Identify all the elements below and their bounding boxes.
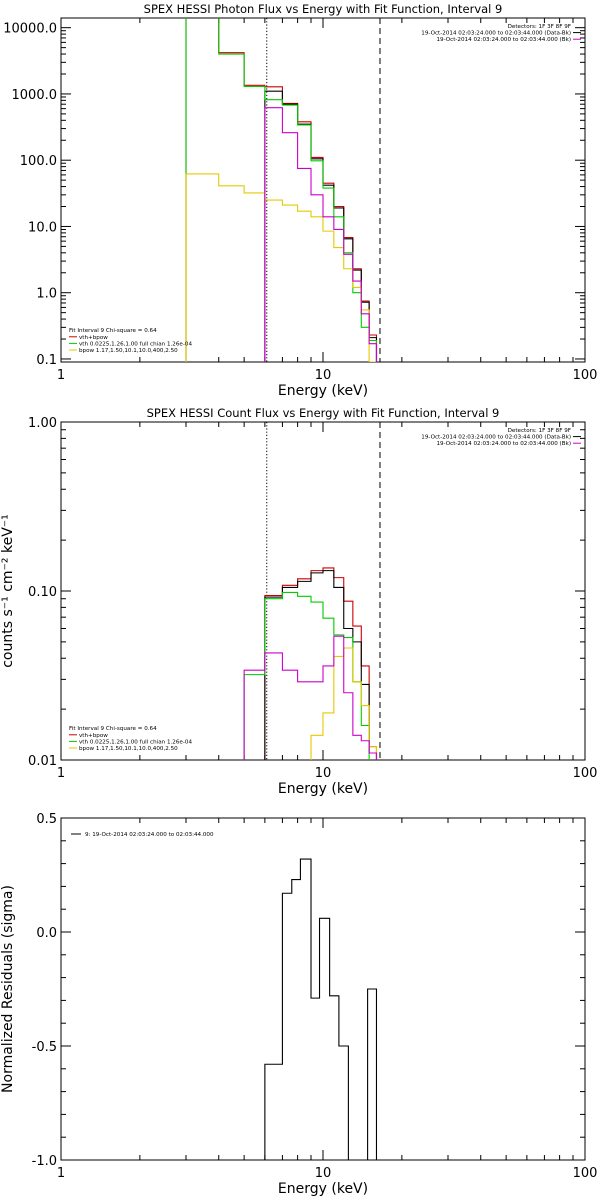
series-1-histogram [264,90,378,362]
chart-title: SPEX HESSI Photon Flux vs Energy with Fi… [144,2,503,16]
y-tick-label: 1.0 [36,287,57,302]
plot-frame [60,421,586,761]
series-1-histogram [264,570,378,760]
x-tick-label: 100 [573,1166,598,1181]
residuals-panel: 1 10 100 Energy (keV) 0.5 0.0 -0.5 -1.0 Normaliz… [0,812,597,1197]
y-tick-label: 10.0 [28,220,57,235]
series-2-histogram [243,591,370,760]
x-tick-label: 100 [573,368,598,383]
x-axis-label: Energy (keV) [278,1181,368,1197]
series-0-histogram [264,858,378,1160]
legend-top-left-label: 9: 19-Oct-2014 02:03:24.000 to 02:03:44.… [85,832,214,838]
y-tick-label: 100.0 [20,154,57,169]
legend-bottom-left-label: bpow 1.17,1.50,10.1,10.0,400,2.50 [79,746,178,752]
series-layer [264,858,378,1160]
legend-bottom-left-label: Fit Interval 9 Chi-square = 0.64 [69,328,157,334]
y-tick-label: 0.0 [36,926,57,941]
series-3-histogram [310,647,378,760]
series-2-histogram [185,18,378,362]
series-0-histogram [264,567,378,760]
legend-top-right-label: Detectors: 1F 3F 8F 9F [508,24,571,30]
y-tick-label: -1.0 [32,1154,57,1169]
photon-flux-panel: SPEX HESSI Photon Flux vs Energy with Fi… [3,2,597,399]
legend-bottom-left-label: vth 0.0225,1.26,1.00 full chian 1.26e-04 [79,739,192,745]
legend-top-right-label: Detectors: 1F 3F 8F 9F [508,428,571,434]
x-tick-label: 1 [57,766,65,781]
legend-top-right-label: 19-Oct-2014 02:03:24.000 to 02:03:44.000… [436,441,571,447]
y-axis-label: Normalized Residuals (sigma) [0,885,16,1093]
legend-bottom-left-label: Fit Interval 9 Chi-square = 0.64 [69,726,157,732]
y-axis-label: counts s⁻¹ cm⁻² keV⁻¹ [0,514,16,668]
y-tick-label: 0.5 [36,812,57,827]
legend-bottom-left-label: vth+bpow [79,733,108,739]
legend-top-right-label: 19-Oct-2014 02:03:24.000 to 02:03:44.000… [421,435,571,441]
y-tick-label: 10000.0 [3,22,57,37]
legend-top-right-label: 19-Oct-2014 02:03:24.000 to 02:03:44.000… [436,37,571,43]
series-layer [243,422,381,760]
series-4-histogram [243,635,378,760]
plot-frame [60,17,586,363]
x-axis-label: Energy (keV) [278,383,368,399]
legend-bottom-left-label: vth+bpow [79,335,108,341]
y-tick-label: 0.10 [28,585,57,600]
series-3-histogram [185,173,378,362]
legend-bottom-left-label: vth 0.0225,1.26,1.00 full chian 1.26e-04 [79,341,192,347]
x-tick-label: 100 [573,766,598,781]
count-flux-panel: SPEX HESSI Count Flux vs Energy with Fit… [0,406,597,797]
y-tick-label: -0.5 [32,1040,57,1055]
x-tick-label: 10 [315,1166,332,1181]
plot-frame [60,817,586,1161]
series-0-histogram [185,18,378,362]
y-tick-label: 1000.0 [12,88,58,103]
chart-title: SPEX HESSI Count Flux vs Energy with Fit… [147,406,500,420]
x-tick-label: 1 [57,1166,65,1181]
y-tick-label: 0.01 [28,754,57,769]
y-tick-label: 1.00 [28,416,57,431]
x-tick-label: 10 [315,368,332,383]
y-tick-label: 0.1 [36,353,57,368]
series-layer [185,18,381,362]
x-tick-label: 10 [315,766,332,781]
x-axis-label: Energy (keV) [278,781,368,797]
legend-top-right-label: 19-Oct-2014 02:03:24.000 to 02:03:44.000… [421,31,571,37]
series-4-histogram [264,107,378,362]
legend-bottom-left-label: bpow 1.17,1.50,10.1,10.0,400,2.50 [79,348,178,354]
x-tick-label: 1 [57,368,65,383]
